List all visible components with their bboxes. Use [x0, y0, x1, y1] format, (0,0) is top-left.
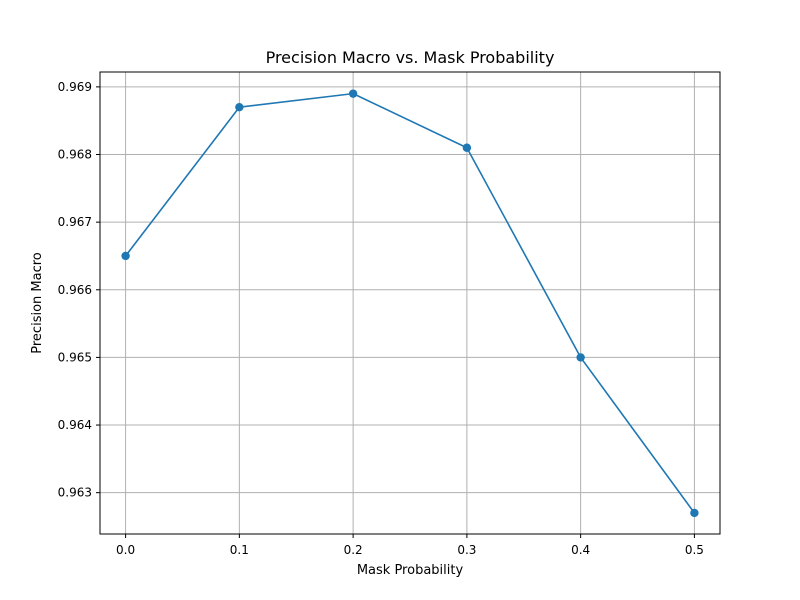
- x-tick-label: 0.2: [344, 543, 363, 557]
- x-tick-label: 0.4: [571, 543, 590, 557]
- series-line: [124, 92, 696, 514]
- x-tick-label: 0.1: [230, 543, 249, 557]
- series-layer: [121, 89, 699, 518]
- y-tick-label: 0.969: [58, 80, 92, 94]
- data-point: [121, 251, 130, 261]
- y-tick-label: 0.966: [58, 283, 92, 297]
- x-tick-label: 0.5: [685, 543, 704, 557]
- y-tick-label: 0.967: [58, 215, 92, 229]
- x-tick-label: 0.3: [457, 543, 476, 557]
- tick-layer: 0.0 0.1 0.2 0.3 0.4 0.5 0.963 0.964 0.965 0.966 0.…: [58, 80, 704, 557]
- y-axis-label: Precision Macro: [30, 252, 45, 354]
- data-point: [235, 102, 244, 112]
- data-point: [576, 353, 585, 362]
- x-tick-label: 0.0: [116, 543, 135, 557]
- x-axis-label: Mask Probability: [357, 563, 464, 578]
- y-tick-label: 0.963: [58, 486, 92, 500]
- data-point: [348, 89, 358, 98]
- data-point: [690, 508, 699, 518]
- data-point: [462, 143, 472, 152]
- y-tick-label: 0.968: [58, 148, 92, 162]
- chart-title: Precision Macro vs. Mask Probability: [266, 48, 555, 67]
- y-tick-label: 0.965: [58, 350, 92, 364]
- y-tick-label: 0.964: [58, 418, 92, 432]
- plot-frame: [99, 71, 721, 535]
